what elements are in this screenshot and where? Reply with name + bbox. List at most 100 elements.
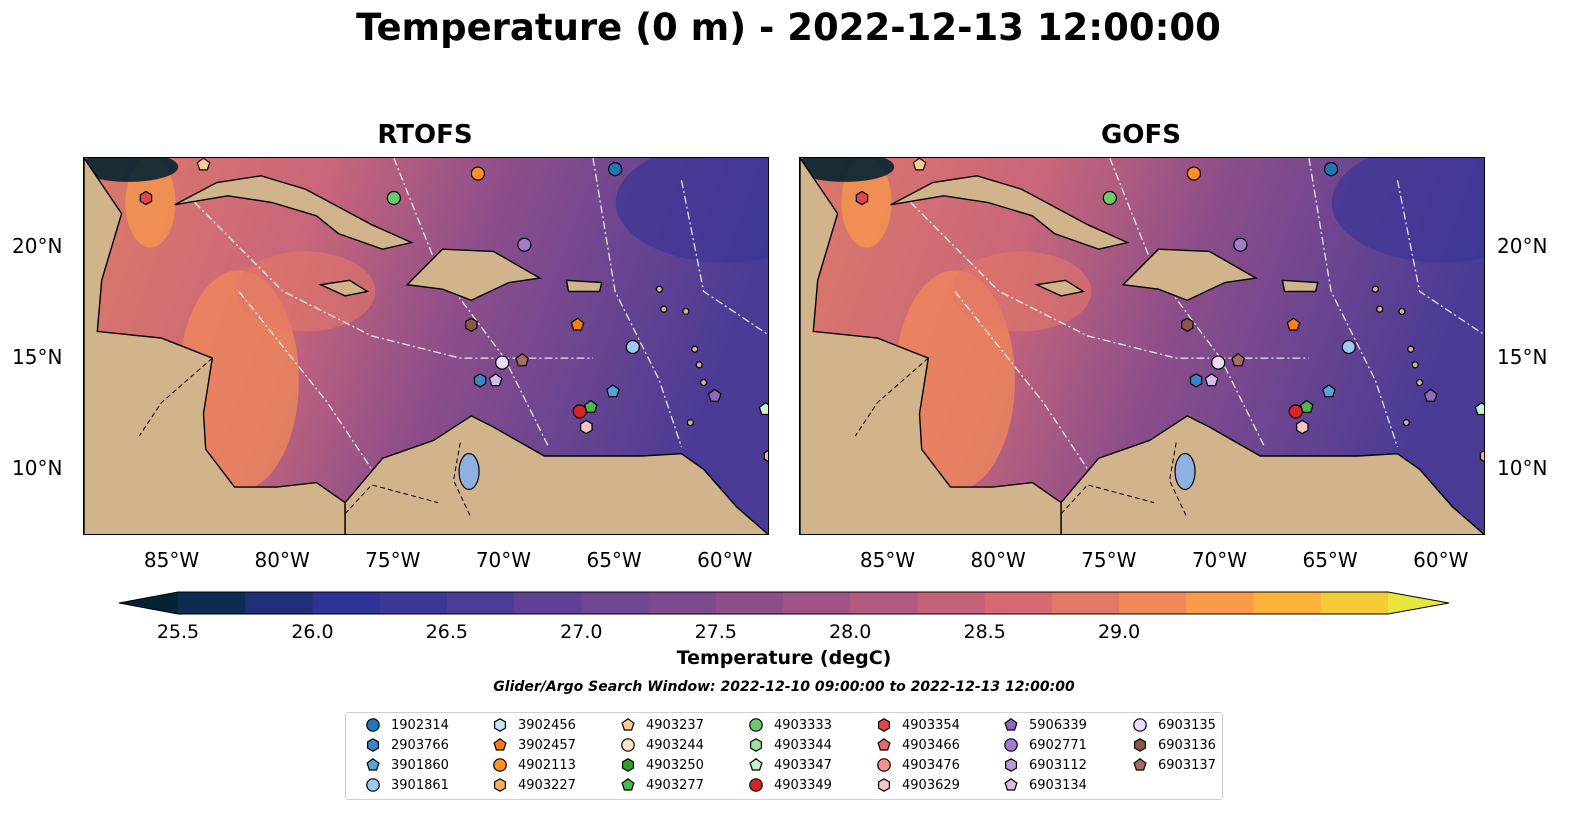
float-marker-4903349[interactable]	[572, 404, 587, 419]
legend-marker-6903134[interactable]	[1004, 778, 1018, 791]
float-marker-4903354[interactable]	[855, 190, 869, 206]
float-marker-6903136[interactable]	[1181, 317, 1194, 332]
legend-marker-4903354[interactable]	[878, 718, 890, 732]
float-marker-5906339[interactable]	[1423, 388, 1438, 402]
float-marker-6902771[interactable]	[1233, 237, 1248, 252]
float-marker-6903134[interactable]	[488, 373, 503, 387]
float-marker-2903766[interactable]	[1189, 373, 1203, 388]
colorbar-segment	[917, 592, 986, 614]
float-marker-4903237[interactable]	[912, 158, 927, 171]
legend-marker-3901860[interactable]	[366, 758, 380, 771]
pentagon-marker-icon	[366, 758, 380, 771]
legend-marker-4903244[interactable]	[621, 738, 635, 752]
land-mass	[174, 175, 414, 250]
legend-label: 3902456	[518, 717, 576, 733]
float-marker-6903137[interactable]	[515, 353, 530, 367]
legend-item: 6903137	[1131, 755, 1216, 775]
pentagon-marker-icon	[749, 758, 763, 771]
legend-marker-3902457[interactable]	[493, 738, 507, 751]
legend-label: 4903333	[774, 717, 832, 733]
legend-marker-4903629[interactable]	[878, 778, 890, 792]
legend-marker-4903250[interactable]	[622, 758, 634, 772]
float-marker-3902457[interactable]	[1286, 317, 1301, 331]
map-gofs[interactable]	[799, 157, 1485, 535]
float-marker-6902771[interactable]	[517, 237, 532, 252]
country-border	[854, 357, 929, 437]
legend-marker-4903466[interactable]	[877, 738, 891, 751]
float-marker-6903137[interactable]	[1231, 353, 1246, 367]
float-marker-4903277[interactable]	[1299, 399, 1314, 413]
float-marker-2903766[interactable]	[473, 373, 487, 388]
legend-marker-4903333[interactable]	[749, 718, 763, 732]
float-marker-4903354[interactable]	[139, 190, 153, 206]
legend-item: 4903476	[875, 755, 960, 775]
x-tick-label: 60°W	[1413, 548, 1469, 572]
float-marker-4903227[interactable]	[763, 449, 769, 463]
float-marker-3901861[interactable]	[1341, 339, 1356, 355]
legend-marker-3902456[interactable]	[494, 718, 506, 732]
island	[1398, 307, 1406, 316]
legend-marker-6903137[interactable]	[1133, 758, 1147, 771]
legend-label: 6903112	[1029, 757, 1087, 773]
float-marker-3901861[interactable]	[625, 339, 640, 355]
legend-marker-4903277[interactable]	[621, 778, 635, 791]
legend-marker-3901861[interactable]	[366, 778, 380, 792]
legend-label: 6903135	[1158, 717, 1216, 733]
legend-marker-4903349[interactable]	[749, 778, 763, 792]
legend-marker-2903766[interactable]	[367, 738, 379, 752]
colorbar-tick-label: 29.0	[1097, 621, 1141, 643]
float-marker-3901860[interactable]	[1321, 384, 1336, 398]
float-marker-5906339[interactable]	[707, 388, 722, 402]
float-marker-6903136[interactable]	[465, 317, 478, 332]
hexagon-marker-icon	[1005, 758, 1017, 772]
float-marker-4903333[interactable]	[386, 190, 401, 206]
legend-label: 4903344	[774, 737, 832, 753]
circle-marker-icon	[621, 738, 635, 752]
colorbar	[118, 591, 1450, 619]
x-tick-label: 85°W	[143, 548, 200, 572]
eez-boundary	[1308, 158, 1399, 448]
float-marker-6903135[interactable]	[1211, 355, 1226, 370]
legend-marker-5906339[interactable]	[1004, 718, 1018, 731]
island	[1407, 345, 1415, 353]
colorbar-segment	[1320, 592, 1389, 614]
circle-marker-icon	[749, 718, 763, 732]
float-marker-1902314[interactable]	[1323, 162, 1339, 177]
float-marker-4903629[interactable]	[580, 419, 593, 435]
float-marker-4902113[interactable]	[470, 166, 485, 181]
colorbar-segment	[514, 592, 582, 614]
float-marker-3901860[interactable]	[605, 384, 620, 398]
float-marker-6903134[interactable]	[1204, 373, 1219, 387]
float-marker-1902314[interactable]	[607, 162, 623, 177]
legend-marker-6903112[interactable]	[1005, 758, 1017, 772]
legend-label: 5906339	[1029, 717, 1087, 733]
legend-marker-1902314[interactable]	[366, 718, 380, 732]
colorbar-segment	[1186, 592, 1255, 614]
float-marker-4902113[interactable]	[1186, 166, 1201, 181]
legend-marker-6903136[interactable]	[1134, 738, 1146, 752]
float-marker-4903349[interactable]	[1288, 404, 1303, 419]
float-marker-4903333[interactable]	[1102, 190, 1117, 206]
temperature-patch	[84, 158, 179, 182]
island	[1411, 361, 1419, 369]
colorbar-segment	[178, 592, 246, 614]
legend-marker-4902113[interactable]	[493, 758, 507, 772]
legend-marker-4903227[interactable]	[494, 778, 506, 792]
legend-marker-4903237[interactable]	[621, 718, 635, 731]
legend-marker-4903476[interactable]	[877, 758, 891, 772]
colorbar-segment	[715, 592, 784, 614]
legend-marker-6902771[interactable]	[1004, 738, 1018, 752]
legend-marker-4903344[interactable]	[750, 738, 762, 752]
float-marker-4903227[interactable]	[1479, 449, 1485, 463]
float-marker-4903347[interactable]	[758, 402, 769, 416]
float-marker-4903629[interactable]	[1296, 419, 1309, 435]
float-marker-4903237[interactable]	[196, 158, 211, 171]
legend-marker-6903135[interactable]	[1133, 718, 1147, 732]
map-rtofs[interactable]	[83, 157, 769, 535]
legend-marker-4903347[interactable]	[749, 758, 763, 771]
float-marker-3902457[interactable]	[570, 317, 585, 331]
float-marker-4903347[interactable]	[1474, 402, 1485, 416]
float-marker-6903135[interactable]	[495, 355, 510, 370]
colorbar-tick-label: 26.0	[291, 621, 334, 643]
float-marker-4903277[interactable]	[583, 399, 598, 413]
